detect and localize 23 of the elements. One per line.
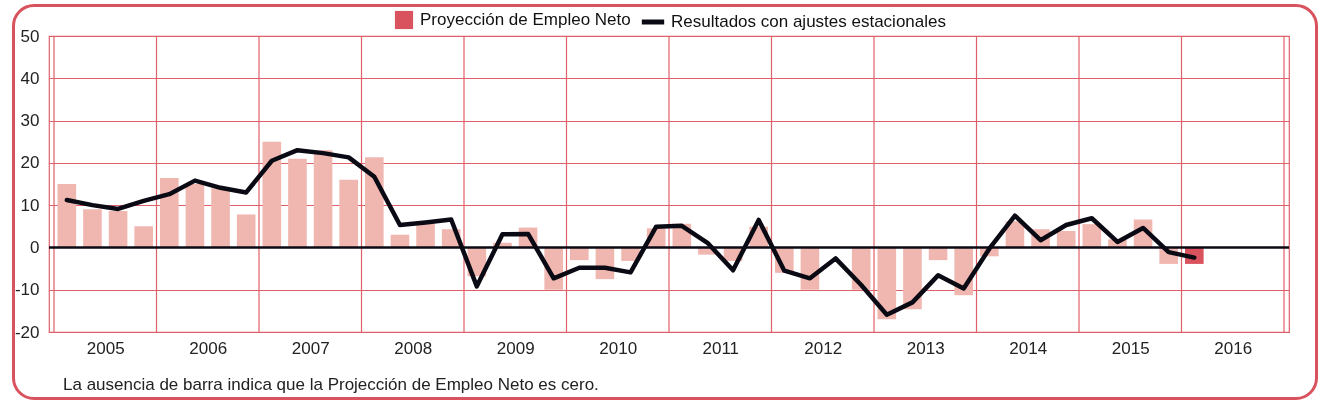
- x-tick-label: 2016: [1214, 338, 1253, 358]
- legend-label: Resultados con ajustes estacionales: [671, 12, 946, 31]
- x-tick-label: 2005: [86, 338, 125, 358]
- x-tick-label: 2014: [1009, 338, 1048, 358]
- x-tick-label: 2013: [906, 338, 945, 358]
- x-tick-label: 2008: [394, 338, 433, 358]
- y-tick-label: -10: [14, 280, 40, 300]
- legend-label: Proyección de Empleo Neto: [420, 10, 631, 29]
- y-tick-label: 40: [20, 68, 40, 88]
- x-tick-label: 2007: [291, 338, 330, 358]
- y-tick-label: 0: [30, 237, 40, 257]
- y-tick-label: -20: [14, 322, 40, 342]
- x-tick-label: 2009: [496, 338, 535, 358]
- y-tick-label: 20: [20, 153, 40, 173]
- x-tick-label: 2010: [599, 338, 638, 358]
- text: La ausencia de barra indica que la Projección de Empleo Neto es cero.: [63, 375, 599, 395]
- y-tick-label: 50: [20, 26, 40, 46]
- y-tick-label: 30: [20, 111, 40, 131]
- x-tick-label: 2015: [1111, 338, 1150, 358]
- x-tick-label: 2011: [702, 338, 740, 358]
- y-tick-label: 10: [20, 195, 40, 215]
- x-tick-label: 2006: [189, 338, 228, 358]
- x-tick-label: 2012: [804, 338, 843, 358]
